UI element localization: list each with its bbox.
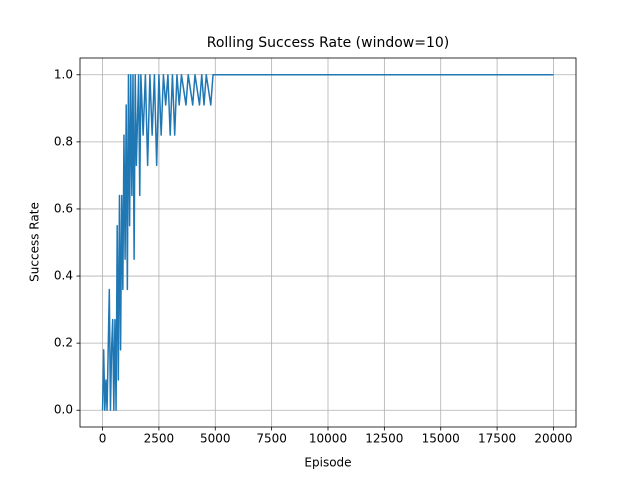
- plot-frame: [79, 57, 577, 428]
- y-axis-label: Success Rate: [28, 202, 42, 282]
- x-tick-label: 20000: [534, 432, 572, 446]
- x-tick-label: 17500: [478, 432, 516, 446]
- data-line: [101, 74, 554, 411]
- y-tick-label: 0.0: [54, 403, 73, 417]
- x-tick-label: 5000: [200, 432, 231, 446]
- y-tick-label: 0.4: [54, 269, 73, 283]
- x-tick-label: 7500: [256, 432, 287, 446]
- y-tick-label: 1.0: [54, 67, 73, 81]
- x-tick-label: 2500: [144, 432, 175, 446]
- y-tick-label: 0.8: [54, 134, 73, 148]
- x-tick-label: 0: [99, 432, 107, 446]
- y-tick-label: 0.6: [54, 201, 73, 215]
- x-tick-label: 10000: [309, 432, 347, 446]
- y-tick-label: 0.2: [54, 336, 73, 350]
- x-tick-label: 15000: [422, 432, 460, 446]
- chart-title: Rolling Success Rate (window=10): [207, 35, 449, 51]
- x-axis-label: Episode: [304, 456, 351, 470]
- x-tick-label: 12500: [365, 432, 403, 446]
